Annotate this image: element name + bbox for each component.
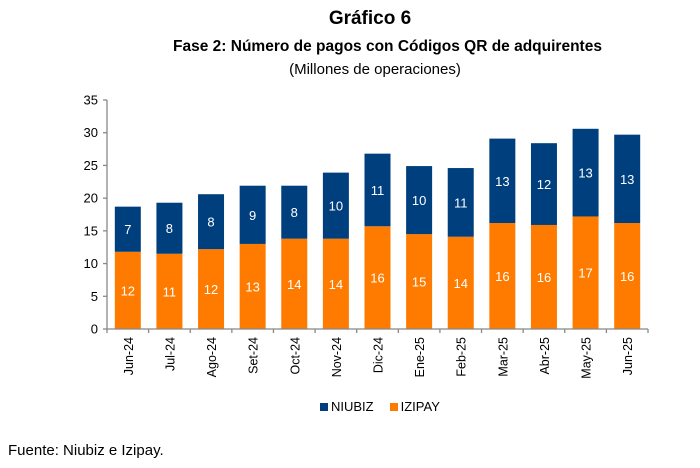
data-label-izipay: 13 xyxy=(245,279,259,294)
bar-niubiz xyxy=(572,128,599,217)
data-label-niubiz: 13 xyxy=(620,172,634,187)
x-tick-label: Ago-24 xyxy=(205,337,219,377)
bar-izipay xyxy=(322,238,349,329)
x-tick-label: Set-24 xyxy=(247,337,261,374)
bar-niubiz xyxy=(447,168,474,237)
data-label-niubiz: 7 xyxy=(124,222,131,237)
bar-niubiz xyxy=(530,143,557,225)
bar-izipay xyxy=(281,238,308,329)
bar-izipay xyxy=(239,243,266,329)
data-label-izipay: 15 xyxy=(412,275,426,290)
bar-izipay xyxy=(447,236,474,329)
data-label-niubiz: 9 xyxy=(249,208,256,223)
bar-izipay xyxy=(489,223,516,329)
bar-izipay xyxy=(572,216,599,329)
x-tick-label: Ene-25 xyxy=(413,337,427,377)
data-label-niubiz: 11 xyxy=(454,195,468,210)
y-tick-label: 5 xyxy=(91,289,98,304)
data-label-niubiz: 8 xyxy=(291,205,298,220)
legend-label-niubiz: NIUBIZ xyxy=(331,399,374,414)
bar-niubiz xyxy=(364,153,391,227)
data-label-niubiz: 11 xyxy=(371,183,385,198)
x-tick-label: Nov-24 xyxy=(330,337,344,377)
bar-izipay xyxy=(614,223,641,329)
bar-izipay xyxy=(114,251,141,329)
source-note: Fuente: Niubiz e Izipay. xyxy=(8,442,164,459)
x-tick-label: Abr-25 xyxy=(538,337,552,375)
bar-niubiz xyxy=(114,206,141,252)
data-label-izipay: 16 xyxy=(620,269,634,284)
y-tick-label: 20 xyxy=(84,191,98,206)
data-label-izipay: 14 xyxy=(287,277,301,292)
data-label-niubiz: 13 xyxy=(495,174,509,189)
legend-label-izipay: IZIPAY xyxy=(400,399,440,414)
bar-niubiz xyxy=(281,185,308,239)
chart-unit: (Millones de operaciones) xyxy=(289,61,461,78)
y-tick-label: 0 xyxy=(91,322,98,337)
bar-niubiz xyxy=(614,134,641,224)
chart-subtitle: Fase 2: Número de pagos con Códigos QR d… xyxy=(173,38,602,55)
data-label-izipay: 17 xyxy=(578,266,592,281)
bar-niubiz xyxy=(489,138,516,224)
data-label-izipay: 12 xyxy=(204,282,218,297)
bar-izipay xyxy=(530,224,557,329)
bar-niubiz xyxy=(322,172,349,239)
bar-niubiz xyxy=(406,166,433,235)
bar-niubiz xyxy=(239,185,266,244)
bar-izipay xyxy=(364,226,391,329)
bar-izipay xyxy=(406,234,433,329)
y-tick-label: 35 xyxy=(84,93,98,108)
legend-item-izipay: IZIPAY xyxy=(389,399,440,414)
x-tick-label: Jul-24 xyxy=(163,337,177,371)
y-tick-label: 30 xyxy=(84,125,98,140)
data-label-izipay: 11 xyxy=(163,284,177,299)
data-label-izipay: 16 xyxy=(537,270,551,285)
data-label-izipay: 16 xyxy=(495,269,509,284)
legend-item-niubiz: NIUBIZ xyxy=(320,399,374,414)
x-tick-label: May-25 xyxy=(580,337,594,379)
bar-izipay xyxy=(156,253,183,329)
y-tick-label: 10 xyxy=(84,256,98,271)
legend-swatch-izipay xyxy=(389,402,398,411)
data-label-niubiz: 13 xyxy=(578,166,592,181)
data-label-izipay: 12 xyxy=(121,283,135,298)
legend: NIUBIZ IZIPAY xyxy=(320,399,440,414)
data-label-niubiz: 8 xyxy=(207,215,214,230)
bar-izipay xyxy=(198,249,225,329)
chart-title: Gráfico 6 xyxy=(328,8,412,29)
bar-niubiz xyxy=(198,194,225,250)
data-label-niubiz: 10 xyxy=(329,199,343,214)
legend-swatch-niubiz xyxy=(320,402,328,411)
x-tick-label: Jun-24 xyxy=(122,337,136,375)
x-tick-label: Mar-25 xyxy=(496,337,510,377)
y-tick-label: 15 xyxy=(84,223,98,238)
stacked-bar-chart: 0 5 10 15 20 25 30 35 12 7 Jun-24 11 8 Jul-24 12 8 Ago-2… xyxy=(84,93,649,379)
data-label-niubiz: 8 xyxy=(166,221,173,236)
x-tick-label: Feb-25 xyxy=(455,337,469,377)
data-label-niubiz: 10 xyxy=(412,193,426,208)
data-label-izipay: 16 xyxy=(370,271,384,286)
y-tick-label: 25 xyxy=(84,158,98,173)
data-label-niubiz: 12 xyxy=(537,177,551,192)
x-tick-label: Dic-24 xyxy=(372,337,386,373)
x-tick-label: Jun-25 xyxy=(621,337,635,375)
x-tick-label: Oct-24 xyxy=(288,337,302,375)
data-label-izipay: 14 xyxy=(453,276,467,291)
bar-niubiz xyxy=(156,202,183,254)
data-label-izipay: 14 xyxy=(329,277,343,292)
